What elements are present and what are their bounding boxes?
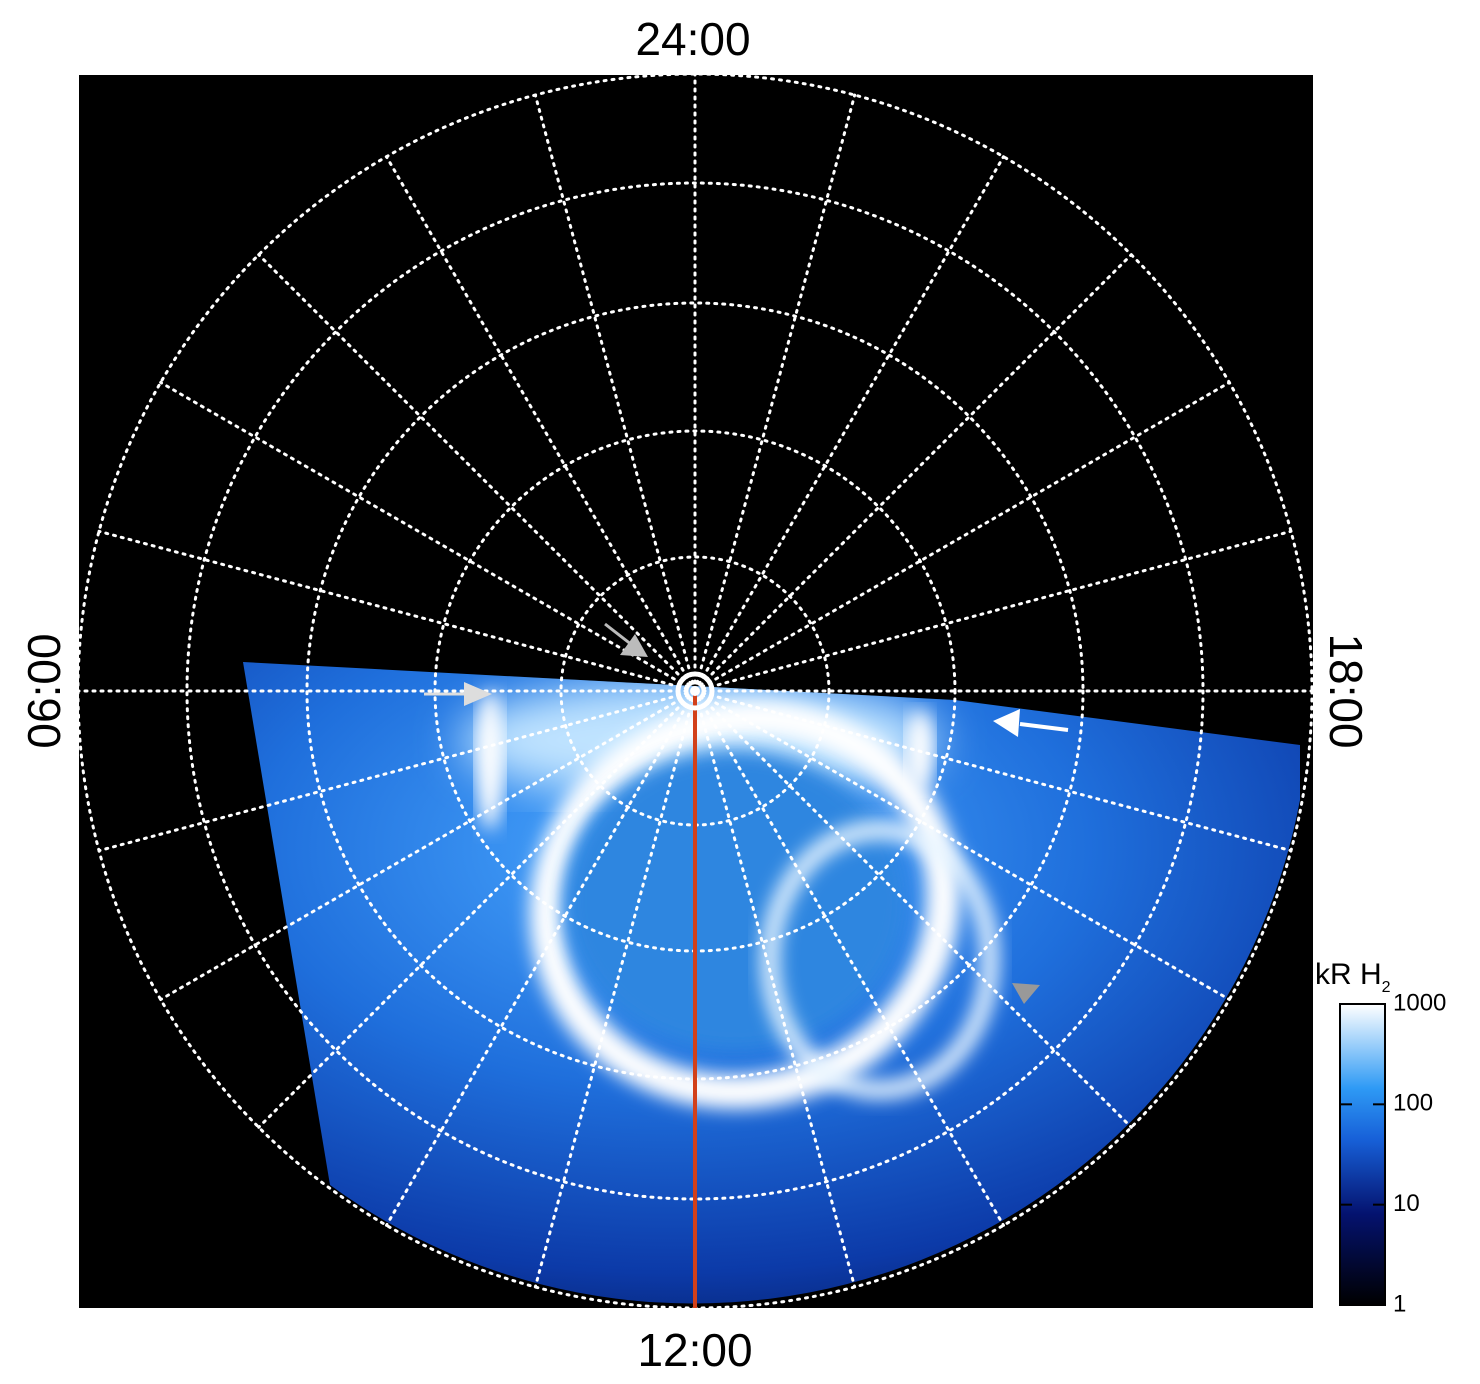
colorbar-tick-label: 100	[1393, 1090, 1433, 1117]
grid-spoke	[385, 155, 697, 693]
left-label: 06:00	[18, 633, 70, 748]
top-label: 24:00	[635, 13, 750, 65]
right-label: 18:00	[1320, 633, 1372, 748]
colorbar-title-subscript: 2	[1382, 979, 1391, 996]
bottom-label: 12:00	[637, 1324, 752, 1376]
grid-spoke	[693, 689, 1005, 1227]
arrows	[424, 622, 1069, 1004]
colorbar-title-text: kR H	[1315, 958, 1382, 991]
colorbar-ticks: 1 10 100 1000	[1340, 989, 1446, 1317]
pole-marker	[675, 671, 715, 711]
colorbar-tick-label: 1	[1393, 1290, 1406, 1317]
grid-spoke	[693, 253, 1133, 693]
grid-spoke	[693, 689, 857, 1289]
pole-dot	[690, 686, 700, 696]
colorbar-title: kR H2	[1315, 958, 1391, 996]
grid-spoke	[159, 689, 697, 1001]
aurora-emission	[243, 662, 1300, 1304]
grid-spoke	[693, 689, 1231, 1001]
grid-spoke	[693, 381, 1231, 693]
grid-spoke	[693, 93, 857, 693]
colorbar-tick-label: 1000	[1393, 989, 1446, 1016]
grid-spoke	[97, 529, 697, 693]
grid-spoke	[533, 689, 697, 1289]
grid-spoke	[533, 93, 697, 693]
grid-spoke	[693, 689, 1133, 1129]
grid-spoke	[693, 689, 1293, 853]
grid-spoke	[97, 689, 697, 853]
grid-spoke	[693, 529, 1293, 693]
grid-spoke	[159, 381, 697, 693]
grid-spoke	[257, 253, 697, 693]
colorbar-tick-label: 10	[1393, 1190, 1420, 1217]
grid-spoke	[385, 689, 697, 1227]
grid-spoke	[693, 155, 1005, 693]
grid-spoke	[257, 689, 697, 1129]
colorbar	[1339, 1003, 1386, 1306]
grid-circle	[185, 181, 1205, 1201]
